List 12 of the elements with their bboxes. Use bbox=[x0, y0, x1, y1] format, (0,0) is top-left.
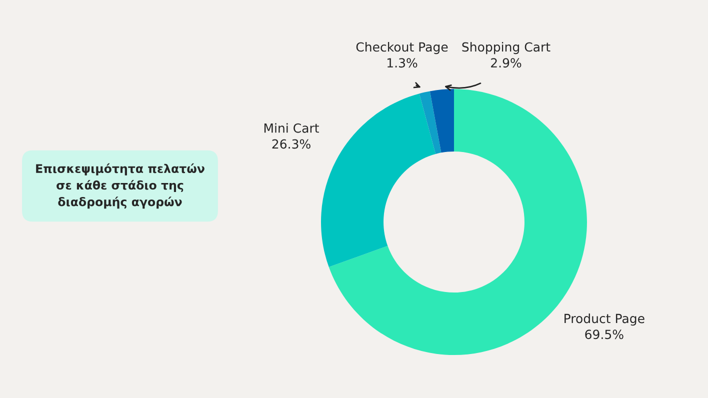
slice-label: Shopping Cart bbox=[462, 42, 550, 54]
data-label: 1.3% bbox=[387, 58, 418, 68]
data-label: 2.9% bbox=[491, 58, 522, 68]
donut-slice bbox=[430, 89, 454, 153]
slice-label: Mini Cart bbox=[264, 123, 319, 133]
slice-label: Checkout Page bbox=[356, 42, 448, 54]
data-label: 26.3% bbox=[272, 139, 310, 149]
data-label: 69.5% bbox=[585, 330, 624, 340]
donut-slice bbox=[419, 91, 442, 154]
donut-slice bbox=[321, 94, 436, 268]
text: Επισκεψιμότητα πελατών σε κάθε στάδιο της διαδρομής αγορών bbox=[36, 163, 204, 209]
slice-label: Product Page bbox=[564, 314, 644, 326]
